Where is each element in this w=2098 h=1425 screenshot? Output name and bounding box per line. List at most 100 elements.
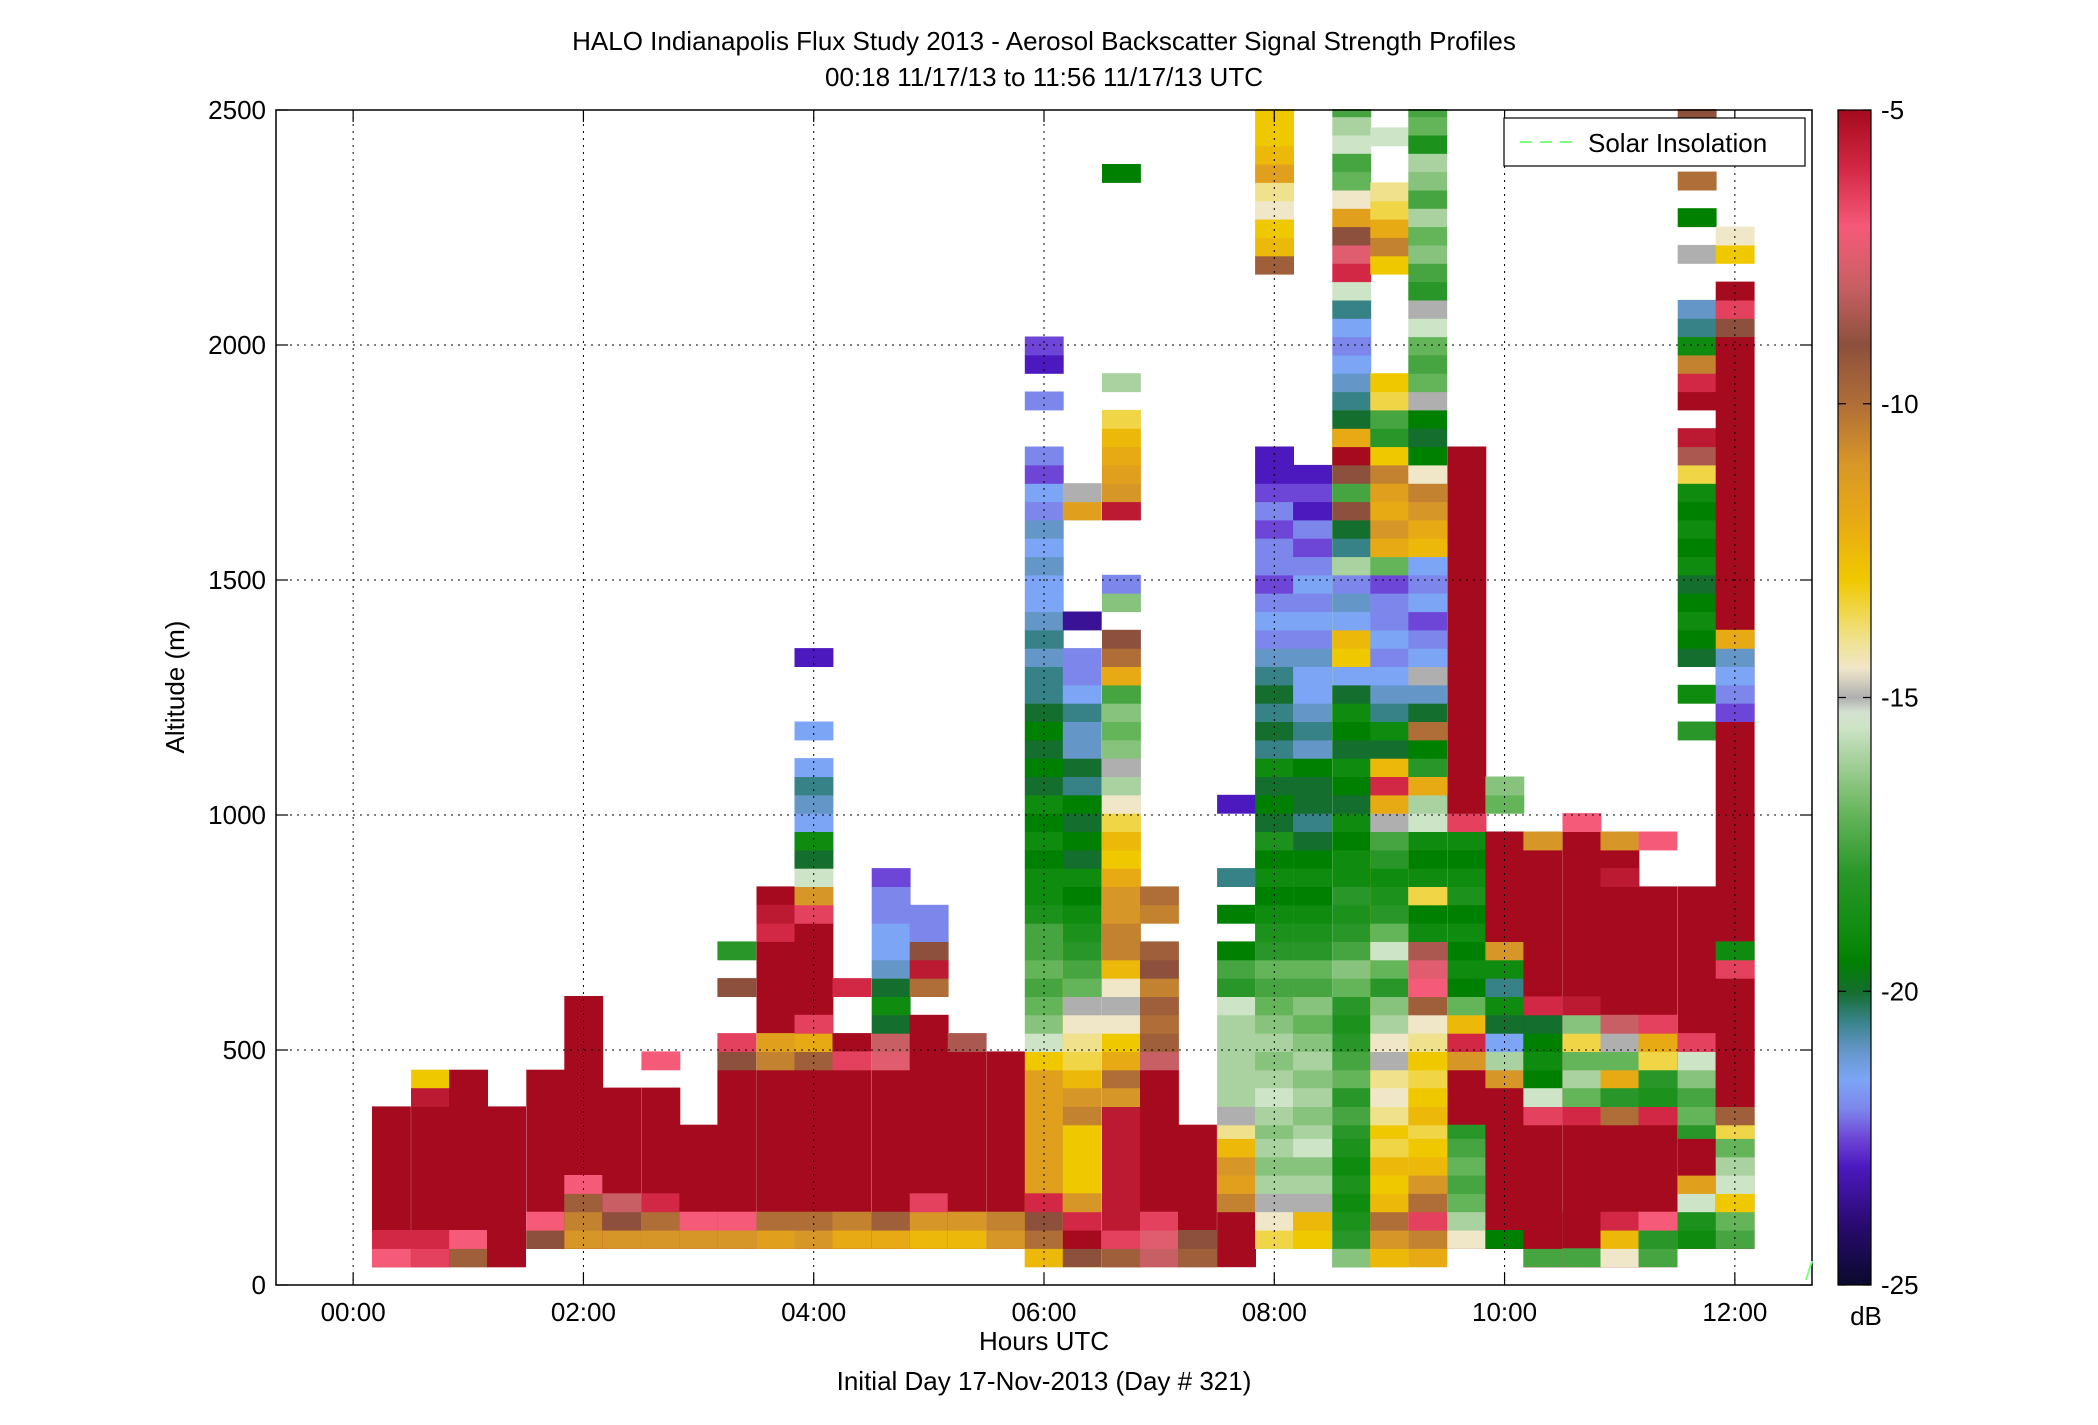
heatmap-cell	[1447, 1033, 1487, 1052]
y-tick-label: 1000	[208, 800, 266, 830]
heatmap-cell	[1255, 538, 1294, 558]
heatmap-cell	[1062, 776, 1102, 796]
heatmap-cell	[1370, 978, 1410, 997]
heatmap-cell	[1370, 1014, 1410, 1034]
heatmap-cell	[1140, 996, 1179, 1016]
y-tick-label: 1500	[208, 565, 266, 595]
heatmap-cell	[909, 978, 949, 997]
heatmap-cell	[1370, 556, 1410, 576]
heatmap-cell	[1600, 1033, 1640, 1052]
heatmap-cell	[1217, 1106, 1256, 1126]
heatmap-cell	[1677, 1156, 1717, 1176]
heatmap-cell	[411, 1248, 450, 1268]
heatmap-cell	[1370, 1051, 1410, 1071]
heatmap-cell	[1408, 648, 1448, 667]
heatmap-cell	[1293, 776, 1332, 796]
heatmap-cell	[1062, 1014, 1102, 1034]
heatmap-cell	[909, 904, 949, 924]
heatmap-cell	[1600, 1230, 1640, 1249]
heatmap-cell	[1677, 593, 1717, 613]
heatmap-cell	[1024, 483, 1064, 503]
heatmap-cell	[1677, 171, 1717, 191]
heatmap-cell	[1332, 1051, 1372, 1071]
heatmap-cell	[1523, 996, 1563, 1016]
heatmap-cell	[1293, 684, 1332, 704]
heatmap-cell	[1677, 483, 1717, 503]
heatmap-cell	[1024, 868, 1064, 887]
heatmap-cell	[1062, 1106, 1102, 1126]
x-axis-label: Hours UTC	[979, 1326, 1109, 1356]
heatmap-cell	[1102, 794, 1141, 814]
heatmap-cell	[1408, 1069, 1448, 1089]
heatmap-cell	[794, 758, 834, 777]
heatmap-cell	[717, 941, 757, 961]
heatmap-cell	[1255, 200, 1294, 220]
heatmap-cell	[1024, 666, 1064, 686]
heatmap-cell	[1408, 1014, 1448, 1034]
heatmap-cell	[1102, 886, 1141, 906]
heatmap-cell	[1408, 959, 1448, 979]
heatmap-cell	[1024, 978, 1064, 997]
heatmap-cell	[1485, 1230, 1525, 1249]
heatmap-cell	[1293, 1069, 1332, 1089]
heatmap-cell	[1062, 959, 1102, 979]
heatmap-cell	[1677, 611, 1717, 631]
heatmap-cell	[1332, 556, 1372, 576]
heatmap-cell	[1293, 886, 1332, 906]
colorbar-tick-label: -5	[1881, 95, 1904, 125]
heatmap-cell	[1102, 1087, 1141, 1107]
x-tick-label: 08:00	[1242, 1297, 1307, 1327]
heatmap-cell	[1677, 501, 1717, 521]
heatmap-cell	[1217, 1033, 1256, 1052]
heatmap-cell	[756, 1051, 796, 1071]
heatmap-cell	[1408, 1051, 1448, 1071]
heatmap-cell	[1370, 237, 1410, 257]
heatmap-cell	[1600, 1087, 1640, 1107]
heatmap-cell	[1370, 1138, 1410, 1158]
heatmap-cell	[1255, 1051, 1294, 1071]
heatmap-cell	[1332, 1230, 1372, 1249]
heatmap-cell	[1102, 483, 1141, 503]
heatmap-cell	[1293, 1211, 1332, 1231]
heatmap-cell	[1408, 941, 1448, 961]
heatmap-cell	[1485, 776, 1525, 796]
heatmap-cell	[717, 978, 757, 997]
heatmap-cell	[1715, 1175, 1755, 1194]
heatmap-cell	[794, 1211, 834, 1231]
heatmap-cell	[1062, 684, 1102, 704]
heatmap-cell	[1140, 1211, 1179, 1231]
heatmap-cell	[1024, 996, 1064, 1016]
heatmap-cell	[1408, 831, 1448, 851]
heatmap-cell	[1255, 1175, 1294, 1194]
heatmap-cell	[1102, 666, 1141, 686]
heatmap-cell	[679, 1230, 719, 1249]
heatmap-cell	[1408, 1138, 1448, 1158]
heatmap-cell	[1102, 574, 1141, 594]
heatmap-cell	[1370, 794, 1410, 814]
heatmap-cell	[1332, 1124, 1372, 1139]
heatmap-cell	[1408, 263, 1448, 283]
heatmap-cell	[1447, 996, 1487, 1016]
heatmap-cell	[832, 1211, 872, 1231]
heatmap-cell	[1715, 1069, 1755, 1089]
heatmap-cell	[1332, 134, 1372, 154]
heatmap-cell	[1332, 109, 1372, 118]
heatmap-cell	[1293, 941, 1332, 961]
heatmap-cell	[1715, 959, 1755, 979]
heatmap-cell	[1677, 244, 1717, 264]
heatmap-cell	[1370, 593, 1410, 613]
heatmap-cell	[871, 1033, 911, 1052]
heatmap-cell	[1370, 219, 1410, 238]
heatmap-cell	[1024, 593, 1064, 613]
heatmap-cell	[1715, 629, 1755, 649]
heatmap-cell	[1062, 996, 1102, 1016]
heatmap-cell	[1255, 182, 1294, 202]
heatmap-cell	[1447, 831, 1487, 851]
heatmap-cell	[1332, 849, 1372, 869]
y-tick-label: 500	[223, 1035, 266, 1065]
heatmap-cell	[1370, 849, 1410, 869]
heatmap-cell	[1408, 1033, 1448, 1052]
heatmap-cell	[1178, 1248, 1217, 1268]
heatmap-cell	[1024, 959, 1064, 979]
heatmap-cell	[1715, 1211, 1755, 1231]
